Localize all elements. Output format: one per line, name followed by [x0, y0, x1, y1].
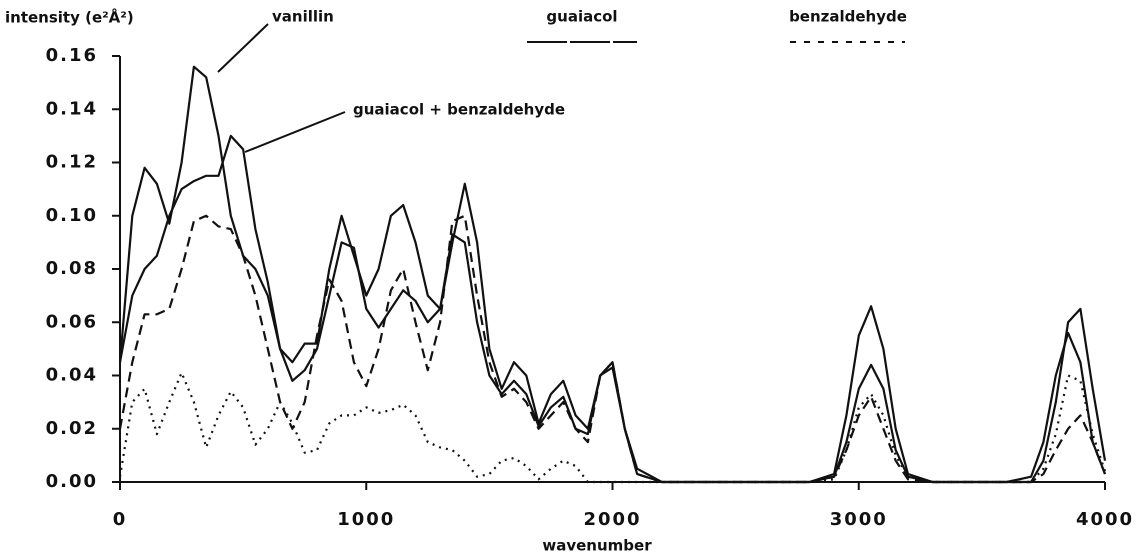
y-tick-label: 0.06: [46, 311, 98, 332]
y-tick-label: 0.10: [46, 205, 98, 226]
annotation: vanillin: [272, 8, 334, 26]
y-tick-label: 0.16: [46, 45, 98, 66]
y-tick-label: 0.08: [46, 258, 98, 279]
y-tick-label: 0.02: [46, 418, 98, 439]
line: [118, 134, 1107, 484]
line: [118, 214, 1107, 484]
x-tick-label: 4000: [1076, 509, 1134, 530]
y-tick-label: 0.00: [46, 471, 98, 492]
legend-label: benzaldehyde: [789, 8, 907, 26]
x-tick-label: 2000: [583, 509, 641, 530]
x-tick-label: 0: [113, 509, 128, 530]
legend-label: guaiacol: [546, 8, 617, 26]
line: [118, 65, 1107, 484]
y-tick-label: 0.12: [46, 152, 98, 173]
y-tick-label: 0.04: [46, 365, 98, 386]
annotation: guaiacol + benzaldehyde: [353, 101, 565, 119]
x-tick-label: 1000: [337, 509, 395, 530]
x-tick-label: 3000: [830, 509, 888, 530]
x-axis-title: wavenumber: [542, 537, 652, 555]
y-axis-title: intensity (e²Å²): [5, 8, 134, 27]
leader-line: [244, 111, 346, 153]
line: [118, 371, 1107, 484]
y-tick-label: 0.14: [46, 98, 98, 119]
leader-line: [217, 23, 269, 73]
